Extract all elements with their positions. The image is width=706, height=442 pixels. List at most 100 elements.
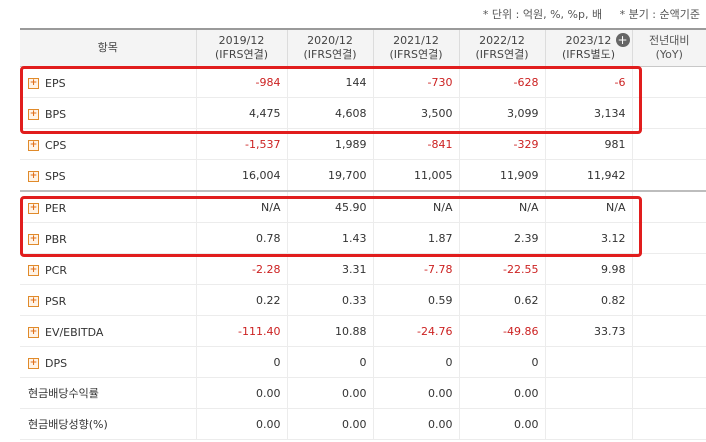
value-cell: -49.86 <box>458 315 545 347</box>
row-label-text: SPS <box>45 169 66 183</box>
value-cell <box>544 408 632 440</box>
row-label-text: 현금배당성향(%) <box>28 418 108 431</box>
yoy-cell <box>631 159 706 192</box>
expand-plus-icon[interactable]: + <box>28 139 39 151</box>
value-cell: 0.00 <box>195 408 287 440</box>
row-label-cell: 현금배당수익률 <box>20 377 196 409</box>
row-label-cell: 현금배당성향(%) <box>20 408 196 440</box>
value-cell: 0.78 <box>195 222 287 254</box>
add-column-plus-icon[interactable]: + <box>615 33 630 47</box>
column-basis: (IFRS연결) <box>214 48 269 61</box>
value-cell: -6 <box>544 66 632 98</box>
expand-plus-icon[interactable]: + <box>28 326 39 338</box>
column-basis: (IFRS연결) <box>303 48 357 61</box>
column-basis: (IFRS연결) <box>475 48 529 61</box>
yoy-cell <box>631 346 706 378</box>
column-header-2023: 2023/12 (IFRS별도) + <box>544 28 632 67</box>
row-label-cell[interactable]: + PSR <box>20 284 196 316</box>
value-cell <box>544 377 632 409</box>
row-label-text: PCR <box>45 263 67 277</box>
column-year: 2022/12 <box>479 34 525 47</box>
value-cell: 9.98 <box>544 253 632 285</box>
table-row: + EV/EBITDA -111.40 10.88 -24.76 -49.86 33.73 <box>20 315 706 347</box>
value-cell: 1.87 <box>372 222 459 254</box>
table-row: + PBR 0.78 1.43 1.87 2.39 3.12 <box>20 222 706 254</box>
value-cell: 2.39 <box>458 222 545 254</box>
value-cell: 11,005 <box>372 159 459 192</box>
row-label-cell[interactable]: + DPS <box>20 346 196 378</box>
value-cell: 0 <box>286 346 373 378</box>
value-cell: -329 <box>458 128 545 160</box>
expand-plus-icon[interactable]: + <box>28 295 39 307</box>
value-cell: 0.00 <box>372 408 459 440</box>
row-label-text: PBR <box>45 232 67 246</box>
expand-plus-icon[interactable]: + <box>28 77 39 89</box>
table-row: 현금배당성향(%) 0.00 0.00 0.00 0.00 <box>20 408 706 440</box>
yoy-label: 전년대비 <box>649 34 690 47</box>
row-label: + EV/EBITDA <box>28 326 103 339</box>
row-label: + PCR <box>28 264 67 277</box>
value-cell: 0.00 <box>458 408 545 440</box>
value-cell: 144 <box>286 66 373 98</box>
value-cell: -984 <box>195 66 287 98</box>
value-cell: 10.88 <box>286 315 373 347</box>
value-cell: 3,099 <box>458 97 545 129</box>
expand-plus-icon[interactable]: + <box>28 264 39 276</box>
value-cell: -1,537 <box>195 128 287 160</box>
value-cell: -841 <box>372 128 459 160</box>
yoy-cell <box>631 190 706 223</box>
value-cell: 0.00 <box>286 408 373 440</box>
value-cell: -24.76 <box>372 315 459 347</box>
row-label-text: DPS <box>45 356 68 370</box>
yoy-cell <box>631 284 706 316</box>
row-label-cell[interactable]: + SPS <box>20 159 196 192</box>
row-label-cell[interactable]: + PER <box>20 190 196 223</box>
value-cell: 981 <box>544 128 632 160</box>
row-label: + SPS <box>28 170 66 183</box>
expand-plus-icon[interactable]: + <box>28 108 39 120</box>
value-cell: 0 <box>195 346 287 378</box>
value-cell: N/A <box>544 190 632 223</box>
expand-plus-icon[interactable]: + <box>28 170 39 182</box>
table-row: + PSR 0.22 0.33 0.59 0.62 0.82 <box>20 284 706 316</box>
row-label-cell[interactable]: + EV/EBITDA <box>20 315 196 347</box>
yoy-cell <box>631 377 706 409</box>
table-row: + BPS 4,475 4,608 3,500 3,099 3,134 <box>20 97 706 129</box>
row-label: 현금배당성향(%) <box>28 416 108 432</box>
row-label: + PER <box>28 202 66 215</box>
column-header-2022: 2022/12 (IFRS연결) <box>458 28 545 67</box>
row-label: + BPS <box>28 108 66 121</box>
value-cell: 1,989 <box>286 128 373 160</box>
value-cell: 3,134 <box>544 97 632 129</box>
row-label: + PBR <box>28 233 67 246</box>
row-label-cell[interactable]: + EPS <box>20 66 196 98</box>
financial-ratio-table: 항목 2019/12 (IFRS연결) 2020/12 (IFRS연결) 2021/… <box>20 28 706 440</box>
value-cell: 0.33 <box>286 284 373 316</box>
row-label-cell[interactable]: + PCR <box>20 253 196 285</box>
value-cell: -22.55 <box>458 253 545 285</box>
yoy-sublabel: (YoY) <box>655 48 683 61</box>
yoy-cell <box>631 66 706 98</box>
yoy-cell <box>631 253 706 285</box>
row-label-cell[interactable]: + BPS <box>20 97 196 129</box>
value-cell: 11,909 <box>458 159 545 192</box>
quarter-note: * 분기 : 순액기준 <box>619 8 700 21</box>
value-cell: 16,004 <box>195 159 287 192</box>
column-basis: (IFRS연결) <box>389 48 443 61</box>
expand-plus-icon[interactable]: + <box>28 357 39 369</box>
row-label-cell[interactable]: + CPS <box>20 128 196 160</box>
value-cell: 0 <box>372 346 459 378</box>
row-label: + EPS <box>28 77 66 90</box>
expand-plus-icon[interactable]: + <box>28 202 39 214</box>
column-year: 2023/12 <box>565 34 612 47</box>
value-cell: 0.00 <box>195 377 287 409</box>
value-cell: 45.90 <box>286 190 373 223</box>
table-row: 현금배당수익률 0.00 0.00 0.00 0.00 <box>20 377 706 409</box>
value-cell: 0.59 <box>372 284 459 316</box>
value-cell: -7.78 <box>372 253 459 285</box>
row-label-cell[interactable]: + PBR <box>20 222 196 254</box>
row-label: 현금배당수익률 <box>28 385 99 401</box>
value-cell: 0.00 <box>458 377 545 409</box>
yoy-cell <box>631 408 706 440</box>
expand-plus-icon[interactable]: + <box>28 233 39 245</box>
